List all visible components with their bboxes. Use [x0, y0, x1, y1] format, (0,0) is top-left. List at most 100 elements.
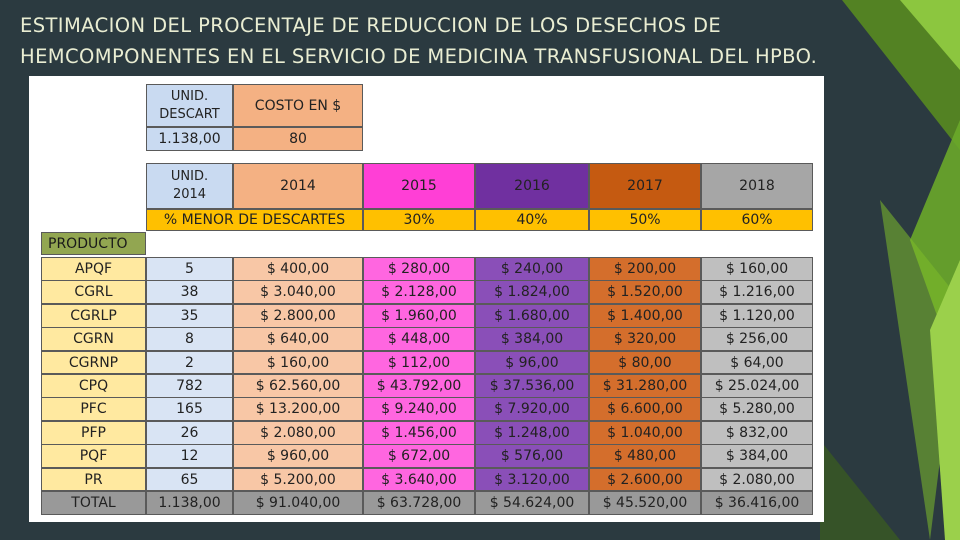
units-cell: 8 [146, 327, 233, 352]
cost-cell-2015: $ 2.128,00 [363, 280, 475, 305]
cost-cell-2014: $ 960,00 [233, 444, 363, 469]
unid-descart-header: UNID. DESCART [146, 84, 233, 127]
product-cell: APQF [41, 257, 146, 281]
unid-descart-line1: UNID. [170, 88, 209, 104]
cost-cell-2015: $ 280,00 [363, 257, 475, 281]
cost-cell-2017: $ 45.520,00 [589, 491, 701, 515]
cost-cell-2018: $ 5.280,00 [701, 397, 813, 422]
cost-cell-2014: $ 2.080,00 [233, 420, 363, 445]
cost-cell-2018: $ 1.120,00 [701, 303, 813, 328]
cost-cell-2017: $ 2.600,00 [589, 467, 701, 492]
cost-cell-2016: $ 1.248,00 [475, 420, 589, 445]
cost-cell-2016: $ 240,00 [475, 257, 589, 281]
cost-cell-2015: $ 9.240,00 [363, 397, 475, 422]
product-cell: CPQ [41, 374, 146, 398]
cost-cell-2018: $ 36.416,00 [701, 491, 813, 515]
reduction-label: % MENOR DE DESCARTES [146, 209, 363, 231]
reduction-2016: 40% [475, 209, 589, 231]
cost-cell-2016: $ 3.120,00 [475, 467, 589, 492]
cost-header: COSTO EN $ [233, 84, 363, 127]
year-2016-header: 2016 [475, 163, 589, 209]
cost-cell-2014: $ 3.040,00 [233, 280, 363, 305]
cost-cell-2017: $ 1.400,00 [589, 303, 701, 328]
product-cell: PFC [41, 397, 146, 422]
product-cell: CGRN [41, 327, 146, 352]
cost-cell-2016: $ 54.624,00 [475, 491, 589, 515]
cost-cell-2017: $ 80,00 [589, 350, 701, 375]
cost-cell-2017: $ 480,00 [589, 444, 701, 469]
cost-cell-2016: $ 1.824,00 [475, 280, 589, 305]
reduction-2015: 30% [363, 209, 475, 231]
unid-descart-line2: DESCART [159, 106, 220, 122]
cost-cell-2014: $ 62.560,00 [233, 374, 363, 398]
cost-cell-2015: $ 112,00 [363, 350, 475, 375]
reduction-2018: 60% [701, 209, 813, 231]
product-cell: CGRLP [41, 303, 146, 328]
cost-cell-2018: $ 160,00 [701, 257, 813, 281]
cost-cell-2018: $ 25.024,00 [701, 374, 813, 398]
cost-cell-2015: $ 1.456,00 [363, 420, 475, 445]
unid-2014-line1: UNID. [170, 169, 209, 184]
cost-cell-2017: $ 31.280,00 [589, 374, 701, 398]
cost-cell-2014: $ 2.800,00 [233, 303, 363, 328]
slide-title: ESTIMACION DEL PROCENTAJE DE REDUCCION D… [20, 14, 818, 68]
units-cell: 2 [146, 350, 233, 375]
product-header: PRODUCTO [41, 232, 146, 255]
cost-cell-2018: $ 384,00 [701, 444, 813, 469]
product-cell: PQF [41, 444, 146, 469]
year-2017-header: 2017 [589, 163, 701, 209]
cost-cell-2015: $ 672,00 [363, 444, 475, 469]
product-cell: TOTAL [41, 491, 146, 515]
product-cell: CGRNP [41, 350, 146, 375]
cost-cell-2015: $ 448,00 [363, 327, 475, 352]
cost-value: 80 [233, 127, 363, 151]
cost-cell-2017: $ 320,00 [589, 327, 701, 352]
units-cell: 65 [146, 467, 233, 492]
cost-cell-2017: $ 200,00 [589, 257, 701, 281]
cost-cell-2015: $ 43.792,00 [363, 374, 475, 398]
unid-descart-value: 1.138,00 [146, 127, 233, 151]
cost-cell-2016: $ 37.536,00 [475, 374, 589, 398]
cost-cell-2018: $ 1.216,00 [701, 280, 813, 305]
spreadsheet-image: UNID. DESCART COSTO EN $ 1.138,00 80 UNI… [29, 76, 824, 522]
units-cell: 35 [146, 303, 233, 328]
units-cell: 782 [146, 374, 233, 398]
cost-cell-2015: $ 63.728,00 [363, 491, 475, 515]
reduction-2017: 50% [589, 209, 701, 231]
cost-cell-2014: $ 91.040,00 [233, 491, 363, 515]
cost-cell-2018: $ 2.080,00 [701, 467, 813, 492]
cost-cell-2014: $ 640,00 [233, 327, 363, 352]
cost-cell-2015: $ 1.960,00 [363, 303, 475, 328]
cost-cell-2015: $ 3.640,00 [363, 467, 475, 492]
unid-2014-line2: 2014 [172, 187, 207, 202]
cost-cell-2018: $ 256,00 [701, 327, 813, 352]
cost-cell-2017: $ 6.600,00 [589, 397, 701, 422]
cost-cell-2018: $ 832,00 [701, 420, 813, 445]
cost-cell-2014: $ 5.200,00 [233, 467, 363, 492]
unid-2014-header: UNID. 2014 [146, 163, 233, 209]
product-cell: PFP [41, 420, 146, 445]
units-cell: 12 [146, 444, 233, 469]
units-cell: 38 [146, 280, 233, 305]
units-cell: 5 [146, 257, 233, 281]
cost-cell-2014: $ 13.200,00 [233, 397, 363, 422]
cost-cell-2016: $ 576,00 [475, 444, 589, 469]
year-2014-header: 2014 [233, 163, 363, 209]
cost-cell-2016: $ 384,00 [475, 327, 589, 352]
cost-cell-2014: $ 400,00 [233, 257, 363, 281]
cost-cell-2016: $ 1.680,00 [475, 303, 589, 328]
cost-cell-2017: $ 1.040,00 [589, 420, 701, 445]
year-2015-header: 2015 [363, 163, 475, 209]
year-2018-header: 2018 [701, 163, 813, 209]
units-cell: 1.138,00 [146, 491, 233, 515]
cost-cell-2017: $ 1.520,00 [589, 280, 701, 305]
decorative-green-facets [820, 0, 960, 540]
cost-cell-2018: $ 64,00 [701, 350, 813, 375]
product-cell: PR [41, 467, 146, 492]
units-cell: 26 [146, 420, 233, 445]
cost-cell-2016: $ 96,00 [475, 350, 589, 375]
cost-cell-2016: $ 7.920,00 [475, 397, 589, 422]
cost-cell-2014: $ 160,00 [233, 350, 363, 375]
product-cell: CGRL [41, 280, 146, 305]
units-cell: 165 [146, 397, 233, 422]
